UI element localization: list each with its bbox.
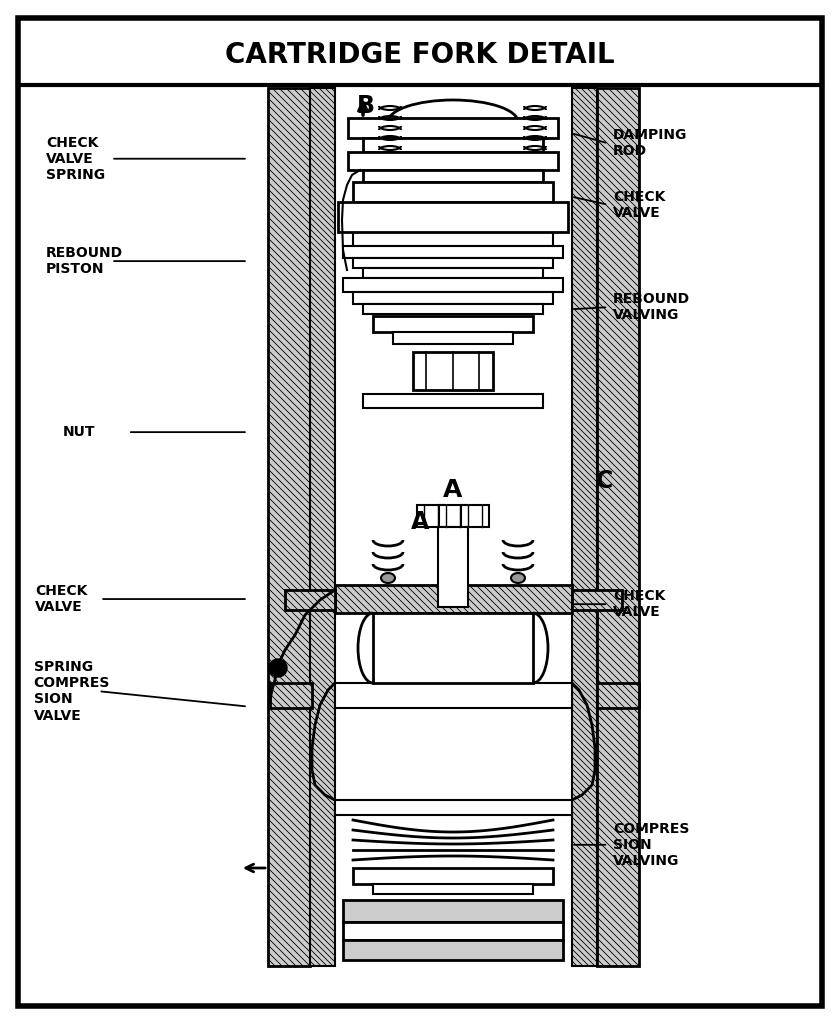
Bar (348, 152, 558, 170)
Bar (285, 590, 335, 610)
Text: COMPRES
SION
VALVING: COMPRES SION VALVING (613, 821, 690, 868)
Text: CHECK
VALVE: CHECK VALVE (613, 589, 665, 620)
Bar (373, 316, 533, 332)
Text: CARTRIDGE FORK DETAIL: CARTRIDGE FORK DETAIL (225, 41, 615, 69)
Bar (335, 683, 572, 708)
Bar (373, 884, 533, 894)
Bar (353, 292, 553, 304)
Bar (363, 394, 543, 408)
Text: SPRING
COMPRES
SION
VALVE: SPRING COMPRES SION VALVE (34, 659, 110, 723)
Bar (335, 800, 572, 815)
Text: NUT: NUT (63, 425, 96, 439)
Bar (461, 505, 489, 527)
Bar (353, 868, 553, 884)
Text: REBOUND
PISTON: REBOUND PISTON (46, 246, 123, 276)
Text: CHECK
VALVE: CHECK VALVE (35, 584, 87, 614)
Bar (310, 88, 335, 966)
Text: A: A (411, 510, 429, 535)
Bar (353, 182, 553, 202)
Bar (268, 88, 310, 966)
Ellipse shape (269, 659, 287, 677)
Text: CHECK
VALVE: CHECK VALVE (613, 189, 665, 220)
Bar (353, 258, 553, 268)
Bar (423, 172, 483, 202)
Bar (363, 304, 543, 314)
Bar (363, 170, 543, 182)
Bar (572, 88, 597, 966)
Bar (343, 900, 563, 922)
Bar (338, 202, 568, 232)
Bar (373, 613, 533, 683)
Bar (343, 246, 563, 258)
Ellipse shape (381, 573, 395, 583)
Text: DAMPING
ROD: DAMPING ROD (613, 128, 688, 159)
Bar (363, 268, 543, 278)
Text: C: C (596, 469, 613, 494)
Bar (335, 585, 572, 613)
Bar (597, 88, 639, 966)
Bar (417, 505, 445, 527)
Bar (353, 232, 553, 246)
Ellipse shape (388, 100, 518, 144)
Ellipse shape (511, 573, 525, 583)
Text: B: B (356, 94, 375, 119)
Text: CHECK
VALVE
SPRING: CHECK VALVE SPRING (46, 135, 105, 182)
Text: A: A (444, 478, 463, 502)
Bar (343, 922, 563, 940)
Bar (363, 138, 543, 152)
Bar (343, 940, 563, 961)
Bar (439, 505, 467, 527)
Bar (270, 683, 312, 708)
Bar (597, 683, 639, 708)
Bar (393, 332, 513, 344)
Text: REBOUND
VALVING: REBOUND VALVING (613, 292, 690, 323)
Bar (343, 278, 563, 292)
Bar (348, 118, 558, 138)
Bar (438, 527, 468, 607)
Ellipse shape (393, 140, 513, 160)
Bar (572, 590, 622, 610)
Bar (335, 88, 572, 966)
Bar (413, 352, 493, 390)
